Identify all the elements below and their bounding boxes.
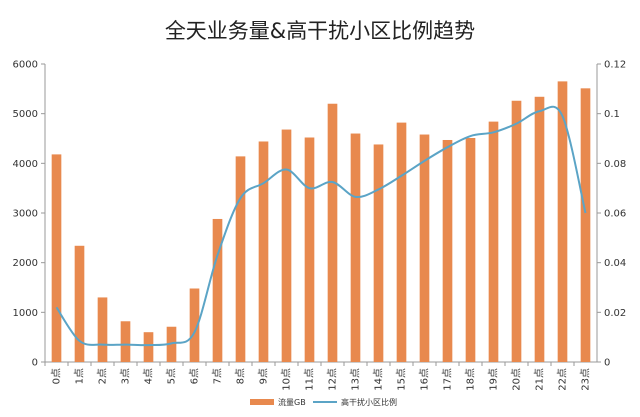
left-tick-label: 2000 bbox=[13, 258, 38, 269]
left-tick-label: 0 bbox=[32, 358, 38, 369]
right-tick-label: 0.1 bbox=[604, 109, 620, 120]
x-tick-label: 14点 bbox=[373, 368, 385, 391]
bar bbox=[534, 96, 545, 362]
legend-label-bar: 流量GB bbox=[278, 397, 306, 407]
left-tick-label: 4000 bbox=[13, 159, 38, 170]
bar bbox=[74, 245, 85, 362]
x-tick-label: 15点 bbox=[396, 368, 408, 391]
x-tick-label: 23点 bbox=[580, 368, 592, 391]
bar bbox=[488, 121, 499, 362]
bar bbox=[304, 137, 315, 362]
right-tick-label: 0.12 bbox=[604, 60, 626, 71]
x-tick-label: 1点 bbox=[74, 368, 86, 384]
bar bbox=[258, 141, 269, 362]
left-tick-label: 5000 bbox=[13, 109, 38, 120]
bar bbox=[580, 88, 591, 362]
bar bbox=[281, 129, 292, 362]
x-tick-label: 2点 bbox=[97, 368, 109, 384]
bar bbox=[212, 218, 223, 362]
chart-title: 全天业务量&高干扰小区比例趋势 bbox=[165, 19, 475, 43]
bar bbox=[143, 332, 154, 362]
bar bbox=[235, 156, 246, 362]
x-tick-label: 5点 bbox=[166, 368, 178, 384]
x-tick-label: 13点 bbox=[350, 368, 362, 391]
legend-swatch-bar bbox=[250, 399, 274, 405]
x-tick-label: 10点 bbox=[281, 368, 293, 391]
bar bbox=[557, 81, 568, 362]
bar bbox=[350, 133, 361, 362]
x-tick-label: 18点 bbox=[465, 368, 477, 391]
x-tick-label: 22点 bbox=[557, 368, 569, 391]
bar bbox=[189, 288, 200, 362]
bar bbox=[373, 144, 384, 362]
x-tick-label: 4点 bbox=[143, 368, 155, 384]
right-tick-label: 0.06 bbox=[604, 209, 626, 220]
x-tick-label: 12点 bbox=[327, 368, 339, 391]
bar bbox=[419, 134, 430, 362]
legend: 流量GB 高干扰小区比例 bbox=[250, 397, 397, 407]
bar bbox=[51, 154, 62, 362]
left-tick-label: 3000 bbox=[13, 209, 38, 220]
x-tick-label: 20点 bbox=[511, 368, 523, 391]
right-tick-label: 0.08 bbox=[604, 159, 626, 170]
x-tick-label: 0点 bbox=[51, 368, 63, 384]
x-tick-label: 3点 bbox=[120, 368, 132, 384]
right-tick-label: 0.04 bbox=[604, 258, 626, 269]
x-tick-label: 11点 bbox=[304, 368, 316, 391]
plot-area: 0 1000 2000 3000 4000 5000 6000 0 0.02 0.04 0.06 0.… bbox=[13, 60, 627, 391]
bar bbox=[396, 122, 407, 363]
x-tick-label: 8点 bbox=[235, 368, 247, 384]
bar bbox=[442, 139, 453, 362]
bar bbox=[327, 103, 338, 362]
x-tick-label: 16点 bbox=[419, 368, 431, 391]
x-tick-label: 19点 bbox=[488, 368, 500, 391]
right-tick-label: 0 bbox=[604, 358, 610, 369]
legend-label-line: 高干扰小区比例 bbox=[341, 397, 397, 407]
x-tick-label: 7点 bbox=[212, 368, 224, 384]
series-line bbox=[55, 105, 587, 347]
x-tick-label: 17点 bbox=[442, 368, 454, 391]
bar bbox=[511, 100, 522, 363]
left-tick-label: 6000 bbox=[13, 60, 38, 71]
x-tick-label: 21点 bbox=[534, 368, 546, 391]
left-tick-label: 1000 bbox=[13, 308, 38, 319]
right-tick-label: 0.02 bbox=[604, 308, 626, 319]
bar bbox=[465, 138, 476, 362]
x-tick-label: 9点 bbox=[258, 368, 270, 384]
bar bbox=[97, 297, 108, 362]
bar bbox=[120, 321, 131, 362]
x-tick-label: 6点 bbox=[189, 368, 201, 384]
